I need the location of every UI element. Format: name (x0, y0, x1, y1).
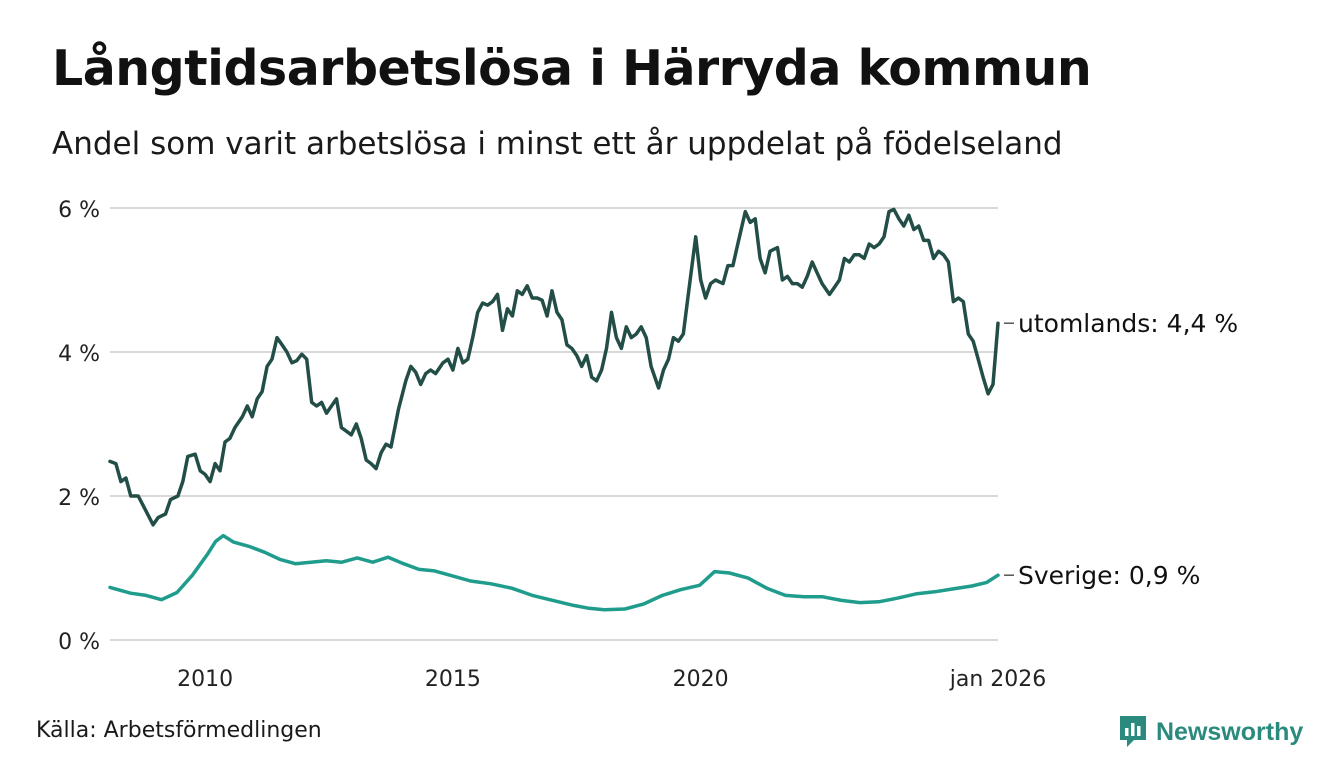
x-tick-label: 2020 (673, 667, 729, 692)
x-tick-label: 2015 (425, 667, 481, 692)
end-label-utomlands: utomlands: 4,4 % (1018, 309, 1238, 338)
brand-name: Newsworthy (1156, 717, 1304, 746)
x-tick-label: jan 2026 (949, 667, 1047, 692)
source-note: Källa: Arbetsförmedlingen (36, 718, 322, 743)
chart-title: Långtidsarbetslösa i Härryda kommun (52, 40, 1092, 97)
y-tick-label: 6 % (58, 198, 100, 223)
newsworthy-logo-icon (1120, 716, 1146, 747)
y-tick-label: 2 % (58, 486, 100, 511)
y-tick-label: 4 % (58, 342, 100, 367)
y-tick-label: 0 % (58, 630, 100, 655)
end-label-sverige: Sverige: 0,9 % (1018, 561, 1200, 590)
chart-subtitle: Andel som varit arbetslösa i minst ett å… (52, 126, 1063, 162)
series-line-sverige (108, 533, 1000, 612)
brand-logo: Newsworthy (1118, 714, 1303, 750)
x-tick-label: 2010 (177, 667, 233, 692)
series-line-utomlands (108, 207, 1000, 527)
